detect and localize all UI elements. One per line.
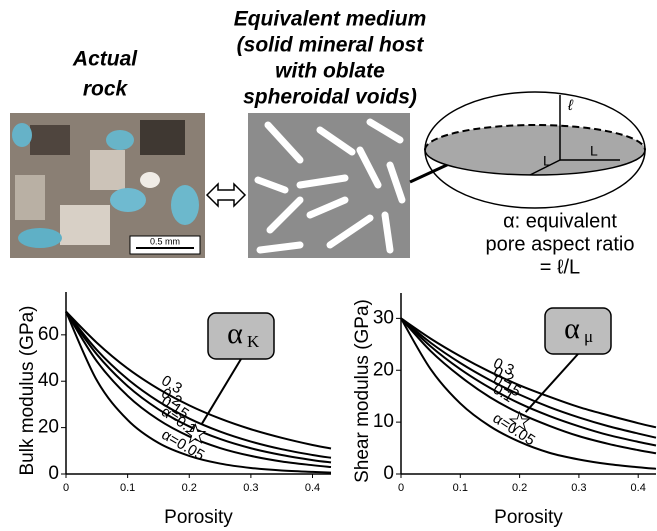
medium-title: (solid mineral host bbox=[237, 34, 425, 57]
x-tick-label: 0 bbox=[398, 482, 404, 494]
callout-subscript: μ bbox=[584, 327, 593, 346]
x-tick-label: 0.4 bbox=[631, 482, 646, 494]
medium-title: spheroidal voids) bbox=[243, 86, 417, 109]
x-tick-label: 0.4 bbox=[305, 482, 320, 494]
medium-title: with oblate bbox=[275, 60, 385, 83]
medium-image bbox=[248, 113, 410, 258]
spheroid-label: L bbox=[543, 153, 551, 169]
x-tick-label: 0.3 bbox=[243, 482, 258, 494]
callout-text: α bbox=[227, 317, 243, 350]
rock-image bbox=[10, 113, 205, 258]
curve bbox=[65, 311, 332, 459]
curve bbox=[65, 311, 332, 474]
curve bbox=[400, 317, 657, 455]
spheroid bbox=[424, 91, 646, 209]
caption: pore aspect ratio bbox=[486, 233, 635, 255]
y-axis-label: Shear modulus (GPa) bbox=[352, 299, 373, 483]
callout-arrow bbox=[524, 353, 579, 413]
curve bbox=[400, 317, 657, 429]
rock-title: rock bbox=[83, 78, 129, 101]
rock-title: Actual bbox=[72, 48, 138, 71]
y-tick-label: 40 bbox=[38, 370, 59, 391]
y-tick-label: 0 bbox=[48, 463, 59, 484]
y-tick-label: 10 bbox=[373, 411, 394, 432]
x-tick-label: 0.2 bbox=[512, 482, 527, 494]
callout-box bbox=[207, 312, 275, 360]
spheroid-label: L bbox=[590, 143, 598, 159]
curve bbox=[400, 317, 657, 447]
x-tick-label: 0.2 bbox=[182, 482, 197, 494]
scale-bar-label: 0.5 mm bbox=[150, 236, 180, 246]
x-tick-label: 0.3 bbox=[571, 482, 586, 494]
curve bbox=[65, 311, 332, 464]
star bbox=[184, 423, 207, 444]
x-tick-label: 0 bbox=[63, 482, 69, 494]
curve bbox=[65, 311, 332, 469]
y-tick-label: 20 bbox=[373, 359, 394, 380]
x-axis-label: Porosity bbox=[164, 507, 233, 528]
caption: α: equivalent bbox=[503, 210, 617, 232]
callout-subscript: K bbox=[247, 332, 260, 351]
x-axis-label: Porosity bbox=[494, 507, 563, 528]
x-tick-label: 0.1 bbox=[453, 482, 468, 494]
y-tick-label: 60 bbox=[38, 324, 59, 345]
y-tick-label: 20 bbox=[38, 417, 59, 438]
spheroid-label: ℓ bbox=[567, 97, 574, 114]
x-tick-label: 0.1 bbox=[120, 482, 135, 494]
y-tick-label: 0 bbox=[383, 463, 394, 484]
caption: = ℓ/L bbox=[540, 256, 580, 278]
curve bbox=[65, 310, 332, 450]
callout-text: α bbox=[564, 312, 580, 345]
medium-title: Equivalent medium bbox=[234, 8, 427, 31]
y-axis-label: Bulk modulus (GPa) bbox=[17, 305, 38, 475]
callout-box bbox=[544, 307, 612, 355]
y-tick-label: 30 bbox=[373, 307, 394, 328]
curve bbox=[400, 317, 657, 470]
double-arrow bbox=[205, 182, 247, 208]
star bbox=[508, 410, 531, 432]
callout-arrow bbox=[200, 358, 242, 426]
